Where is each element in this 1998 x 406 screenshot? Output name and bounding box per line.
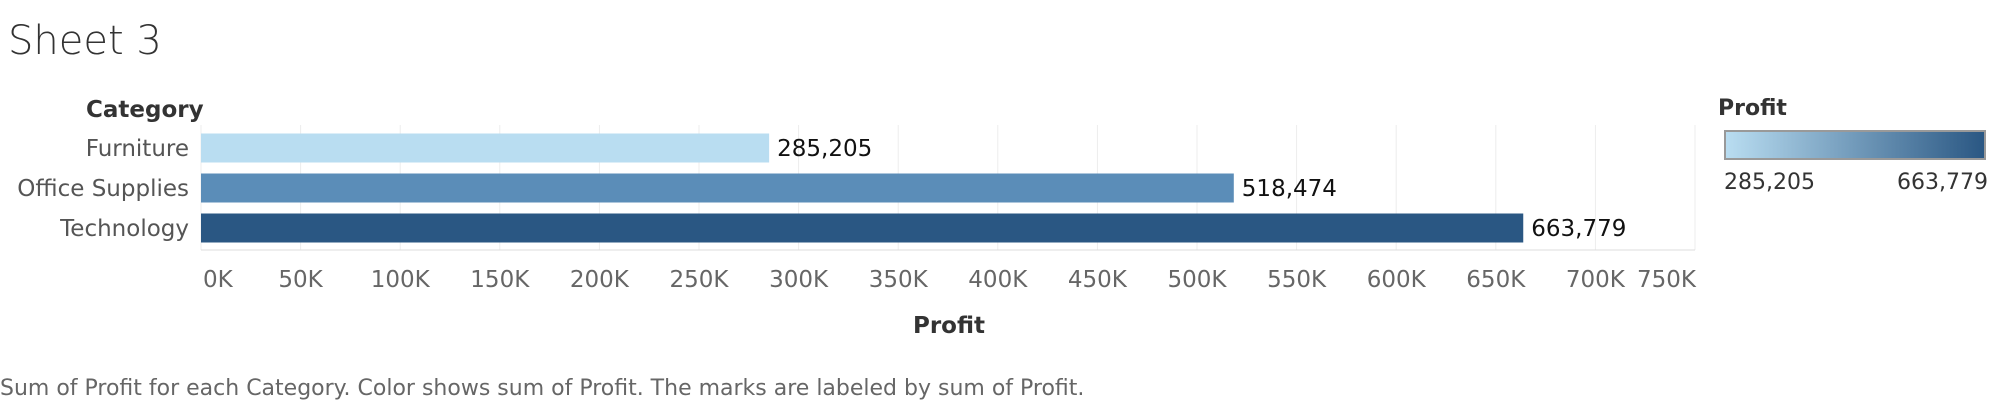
bars: Furniture 285,205 Office Supplies 518,474 Te… <box>17 133 1626 243</box>
category-label: Furniture <box>86 136 189 162</box>
legend-title: Profit <box>1718 96 1787 121</box>
legend-min-label: 285,205 <box>1724 170 1815 195</box>
x-tick-label: 550K <box>1267 267 1327 293</box>
chart-caption: Sum of Profit for each Category. Color s… <box>0 376 1085 401</box>
x-tick-label: 700K <box>1566 267 1626 293</box>
category-label: Office Supplies <box>17 176 189 202</box>
x-tick-label: 100K <box>371 267 431 293</box>
x-tick-label: 450K <box>1068 267 1128 293</box>
bar[interactable] <box>201 173 1234 203</box>
x-tick-label: 400K <box>968 267 1028 293</box>
x-tick-label: 150K <box>470 267 530 293</box>
legend-color-ramp <box>1724 130 1986 160</box>
x-tick-label: 650K <box>1466 267 1526 293</box>
category-label: Technology <box>59 216 189 242</box>
x-tick-label: 500K <box>1168 267 1228 293</box>
x-tick-label: 0K <box>203 267 234 293</box>
bar-value-label: 285,205 <box>777 136 872 162</box>
bar-chart: Category Furniture 285,205 Office Supplies… <box>17 97 1697 339</box>
legend-max-label: 663,779 <box>1897 170 1988 195</box>
x-tick-label: 50K <box>278 267 323 293</box>
bar[interactable] <box>201 213 1524 243</box>
x-axis-ticks: 0K 50K 100K 150K 200K 250K 300K 350K 400K 450K 500… <box>203 267 1697 293</box>
x-tick-label: 750K <box>1637 267 1697 293</box>
x-tick-label: 350K <box>869 267 929 293</box>
x-axis-title: Profit <box>913 313 985 339</box>
sheet-title: Sheet 3 <box>8 18 162 64</box>
x-tick-label: 250K <box>670 267 730 293</box>
x-tick-label: 200K <box>570 267 630 293</box>
bar-value-label: 518,474 <box>1242 176 1337 202</box>
x-tick-label: 300K <box>769 267 829 293</box>
bar-value-label: 663,779 <box>1531 216 1626 242</box>
bar[interactable] <box>201 133 770 163</box>
row-header: Category <box>86 97 204 123</box>
x-tick-label: 600K <box>1367 267 1427 293</box>
